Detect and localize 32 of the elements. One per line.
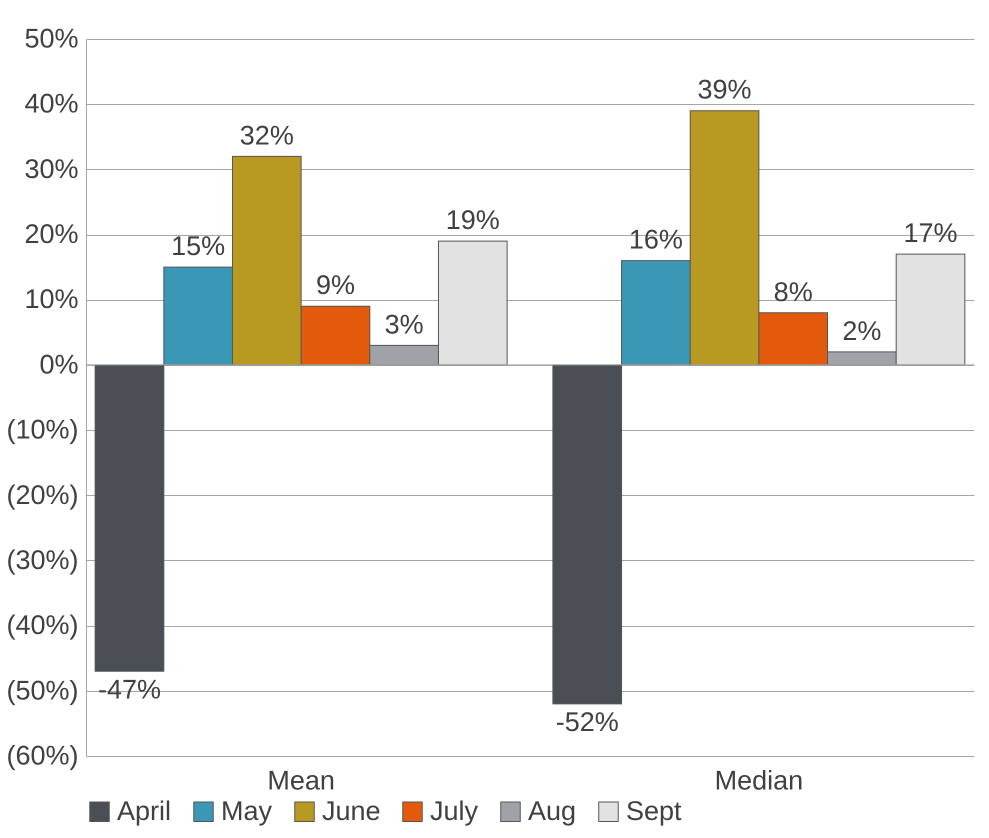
data-label: 39%: [698, 74, 752, 105]
legend-label: May: [221, 796, 273, 826]
legend-label: June: [322, 796, 381, 826]
data-label: 9%: [316, 270, 355, 300]
data-label: 2%: [842, 316, 882, 346]
y-tick-label: 30%: [24, 154, 78, 184]
x-tick-label: Median: [714, 766, 804, 796]
y-tick-label: 10%: [24, 284, 78, 314]
legend-label: Sept: [626, 796, 682, 826]
data-label: 17%: [903, 218, 958, 248]
data-label: 8%: [774, 276, 813, 307]
data-label: 3%: [384, 309, 424, 340]
legend-label: July: [430, 796, 479, 826]
data-label: 15%: [171, 231, 226, 262]
y-tick-label: (50%): [6, 675, 78, 706]
y-tick-label: (40%): [6, 610, 78, 640]
legend-label: Aug: [528, 796, 576, 826]
legend-label: April: [117, 796, 172, 826]
y-tick-label: (10%): [6, 414, 78, 445]
y-tick-label: 50%: [24, 24, 78, 54]
data-label: -47%: [98, 674, 161, 704]
y-tick-label: 0%: [39, 349, 78, 380]
data-label: -52%: [556, 706, 619, 737]
data-label: 19%: [446, 205, 500, 236]
y-tick-label: (20%): [6, 480, 78, 510]
data-label: 16%: [628, 224, 683, 255]
y-tick-label: (60%): [6, 740, 78, 770]
y-tick-label: 20%: [24, 219, 78, 250]
y-tick-label: 40%: [24, 88, 78, 119]
y-tick-label: (30%): [6, 544, 78, 575]
data-label: 32%: [240, 120, 294, 150]
x-tick-label: Mean: [267, 766, 335, 796]
